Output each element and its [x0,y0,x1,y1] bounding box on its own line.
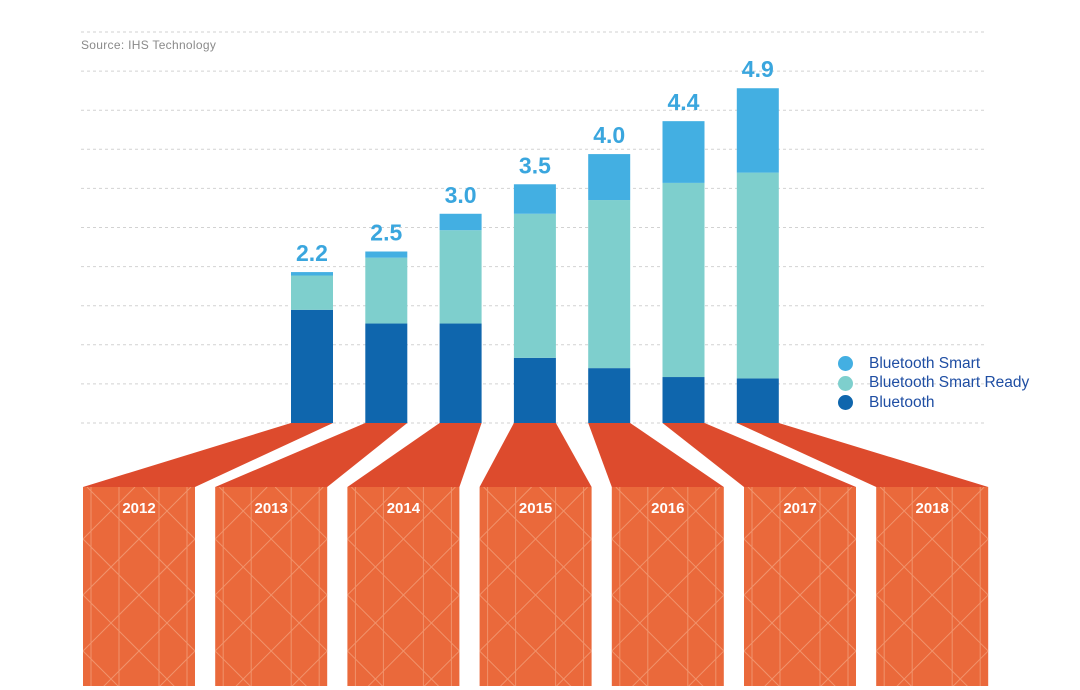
lattice-pattern [215,487,328,686]
funnel-2017 [662,423,856,487]
bar-bluetooth-2016 [588,368,631,423]
bar-bluetooth-2018 [736,378,779,423]
funnel-2018 [736,423,989,487]
bar-bluetooth-smart-ready-2015 [513,213,556,358]
year-label-2012: 2012 [122,500,155,517]
lattice-pattern [876,487,989,686]
year-block-2013: 2013 [215,487,328,686]
bar-bluetooth-2013 [365,323,408,423]
year-block-2018: 2018 [876,487,989,686]
funnel-2012 [83,423,333,487]
year-block-2016: 2016 [611,487,724,686]
bars [291,88,779,423]
legend-label: Bluetooth Smart Ready [869,374,1030,392]
year-block-2015: 2015 [479,487,592,686]
year-block-2014: 2014 [347,487,460,686]
year-label-2018: 2018 [916,500,949,517]
year-label-2017: 2017 [783,500,816,517]
bar-bluetooth-smart-ready-2017 [662,182,705,378]
year-block-2017: 2017 [744,487,856,686]
total-labels: 2.2 2.5 3.0 3.5 4.0 4.4 4.9 [296,56,774,266]
total-label-2017: 4.4 [668,89,700,115]
funnel-2015 [479,423,592,487]
bar-bluetooth-smart-ready-2014 [439,230,482,324]
bar-bluetooth-smart-ready-2013 [365,257,408,324]
legend-swatch [838,356,853,372]
legend: Bluetooth Smart Bluetooth Smart Ready Bl… [838,354,1029,413]
lattice-pattern [611,487,724,686]
bar-bluetooth-smart-2014 [439,213,482,231]
legend-swatch [838,395,853,411]
lattice-pattern [83,487,195,686]
lattice-pattern [347,487,460,686]
bar-bluetooth-smart-2012 [291,272,333,276]
total-label-2014: 3.0 [445,182,477,208]
bar-bluetooth-smart-2018 [736,88,779,173]
bar-bluetooth-smart-2017 [662,121,705,183]
bar-bluetooth-smart-2016 [588,154,631,201]
bar-bluetooth-smart-ready-2012 [291,275,333,310]
year-label-2014: 2014 [387,500,421,517]
lattice-pattern [744,487,856,686]
year-block-2012: 2012 [83,487,195,686]
year-funnels [83,423,989,487]
year-label-2015: 2015 [519,500,552,517]
total-label-2018: 4.9 [742,56,774,82]
legend-item-bluetooth-smart: Bluetooth Smart [838,354,1029,374]
legend-item-bluetooth-smart-ready: Bluetooth Smart Ready [838,374,1029,394]
legend-label: Bluetooth Smart [869,354,981,372]
funnel-2016 [588,423,724,487]
bar-bluetooth-smart-2013 [365,251,408,258]
total-label-2013: 2.5 [370,220,402,246]
total-label-2012: 2.2 [296,240,328,266]
year-blocks: 2012 2013 2014 2015 2016 2017 2018 [83,487,989,686]
source-note: Source: IHS Technology [81,38,217,52]
total-label-2016: 4.0 [593,122,625,148]
bar-bluetooth-2014 [439,323,482,423]
bar-bluetooth-2017 [662,377,705,423]
year-label-2013: 2013 [255,500,288,517]
bar-bluetooth-smart-2015 [513,184,556,214]
year-label-2016: 2016 [651,500,684,517]
funnel-2013 [215,423,408,487]
bar-bluetooth-2012 [291,309,333,423]
total-label-2015: 3.5 [519,152,551,178]
bar-bluetooth-smart-ready-2018 [736,172,779,379]
legend-swatch [838,375,853,391]
lattice-pattern [479,487,592,686]
funnel-2014 [347,423,482,487]
legend-label: Bluetooth [869,393,935,411]
bar-bluetooth-smart-ready-2016 [588,200,631,369]
legend-item-bluetooth: Bluetooth [838,393,1029,413]
bar-bluetooth-2015 [513,357,556,423]
